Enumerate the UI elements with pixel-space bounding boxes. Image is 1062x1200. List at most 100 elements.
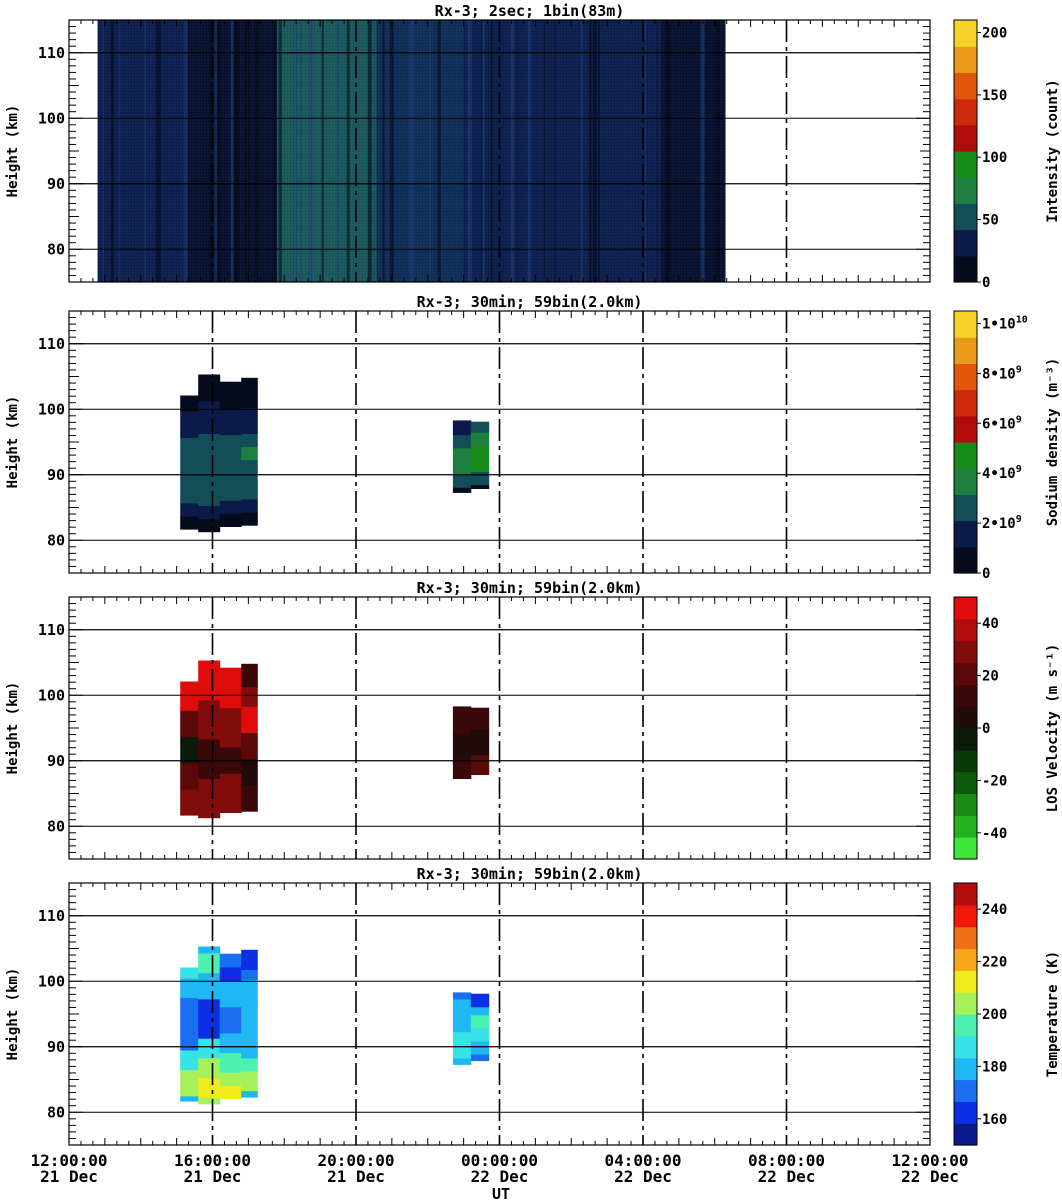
- data-cell: [452, 732, 472, 760]
- y-ticks: [68, 19, 931, 283]
- data-cell: [241, 732, 258, 760]
- data-cell: [470, 421, 490, 433]
- data-cell: [470, 993, 490, 1008]
- colorbar-swatch: [954, 229, 977, 257]
- data-cell: [219, 500, 242, 514]
- y-axis-label: Height (km): [5, 105, 21, 198]
- data-cell: [452, 487, 472, 493]
- colorbar-tick-text: 8•10: [982, 366, 1016, 382]
- colorbar-swatch: [954, 1123, 977, 1146]
- data-cell: [219, 1085, 242, 1099]
- data-cell: [219, 1033, 242, 1054]
- x-tick-time: 16:00:00: [174, 1151, 251, 1170]
- colorbar-tick-label: 20: [982, 669, 999, 685]
- data-column: [198, 660, 221, 819]
- colorbar-swatch: [954, 1035, 977, 1059]
- y-tick-label: 110: [38, 907, 65, 925]
- colorbar-swatch: [954, 948, 977, 971]
- colorbar-swatch: [954, 546, 977, 574]
- data-cell: [219, 707, 242, 748]
- colorbar-swatch: [954, 815, 977, 838]
- data-cell: [241, 446, 258, 461]
- data-cell: [470, 1014, 490, 1029]
- colorbar-swatch: [954, 363, 977, 391]
- data-cell: [180, 502, 199, 517]
- data-cell: [452, 706, 472, 734]
- colorbar-swatch: [954, 992, 977, 1015]
- data-cell: [198, 946, 221, 954]
- y-tick-label: 90: [47, 1038, 65, 1056]
- data-cell: [219, 966, 242, 982]
- data-cell: [241, 979, 258, 1006]
- data-cell: [180, 1050, 199, 1071]
- data-cell: [219, 667, 242, 709]
- colorbar-swatch: [954, 684, 977, 707]
- data-cell: [452, 992, 472, 1000]
- colorbar-tick-text: 1•10: [982, 316, 1016, 332]
- data-column: [241, 663, 258, 812]
- colorbar-label: Temperature (K): [1045, 951, 1061, 1077]
- data-column: [219, 953, 242, 1099]
- colorbar-tick-exponent: 9: [1016, 364, 1022, 375]
- data-cell: [198, 374, 221, 402]
- data-cell: [241, 969, 258, 980]
- x-tick-day: 22 Dec: [471, 1167, 529, 1186]
- data-cell: [198, 739, 221, 779]
- data-cell: [452, 447, 472, 475]
- colorbar-swatch: [954, 494, 977, 522]
- colorbar-swatch: [954, 311, 977, 338]
- heatmap-data: [180, 374, 490, 533]
- colorbar-swatch: [954, 1014, 977, 1037]
- colorbar-swatch: [954, 389, 977, 417]
- data-cell: [470, 754, 490, 775]
- colorbar-tick-text: -40: [982, 826, 1007, 842]
- data-cell: [452, 434, 472, 449]
- data-cell: [219, 773, 242, 813]
- colorbar-tick-label: 1•1010: [982, 314, 1028, 332]
- data-cell: [470, 1027, 490, 1042]
- colorbar: 0 50 100 150 200 Intensity (count): [953, 19, 1061, 291]
- colorbar-tick-exponent: 9: [1016, 414, 1022, 425]
- data-cell: [180, 978, 199, 999]
- colorbar-tick-text: 50: [982, 213, 999, 229]
- x-tick-time: 08:00:00: [748, 1151, 825, 1170]
- colorbar-swatch: [954, 1079, 977, 1102]
- y-tick-label: 100: [38, 400, 65, 418]
- data-cell: [452, 1018, 472, 1033]
- colorbar-tick-text: 0: [982, 275, 990, 291]
- grid-lines: [69, 597, 930, 859]
- colorbar-tick-label: 40: [982, 616, 999, 632]
- chart-panel-3: 80 90 100 110 Height (km) Rx-3; 30min; 59bin(…: [5, 579, 1061, 860]
- data-cell: [180, 1069, 199, 1084]
- data-cell: [241, 433, 258, 448]
- y-axis-label: Height (km): [5, 968, 21, 1061]
- colorbar-swatch: [954, 640, 977, 664]
- y-tick-label: 90: [47, 466, 65, 484]
- colorbar-frame: [953, 310, 978, 574]
- y-axis-label: Height (km): [5, 682, 21, 775]
- y-tick-label: 90: [47, 752, 65, 770]
- chart-panel-1: 80 90 100 110 Height (km) Rx-3; 2sec; 1bin(83…: [5, 2, 1061, 291]
- data-cell: [452, 420, 472, 436]
- data-cell: [219, 381, 242, 410]
- y-tick-label: 80: [47, 817, 65, 835]
- data-cell: [180, 1095, 199, 1102]
- data-column: [180, 395, 199, 530]
- data-column: [219, 381, 242, 527]
- colorbar-swatch: [954, 749, 977, 773]
- colorbar-tick-text: 240: [982, 902, 1007, 918]
- colorbar-tick-text: 6•10: [982, 416, 1016, 432]
- colorbar-label: Intensity (count): [1045, 79, 1061, 222]
- data-cell: [198, 505, 221, 520]
- y-tick-label: 80: [47, 1103, 65, 1121]
- colorbar-tick-label: 220: [982, 955, 1007, 971]
- data-cell: [180, 710, 199, 737]
- panel-title: Rx-3; 2sec; 1bin(83m): [435, 2, 625, 20]
- data-column: [470, 707, 490, 775]
